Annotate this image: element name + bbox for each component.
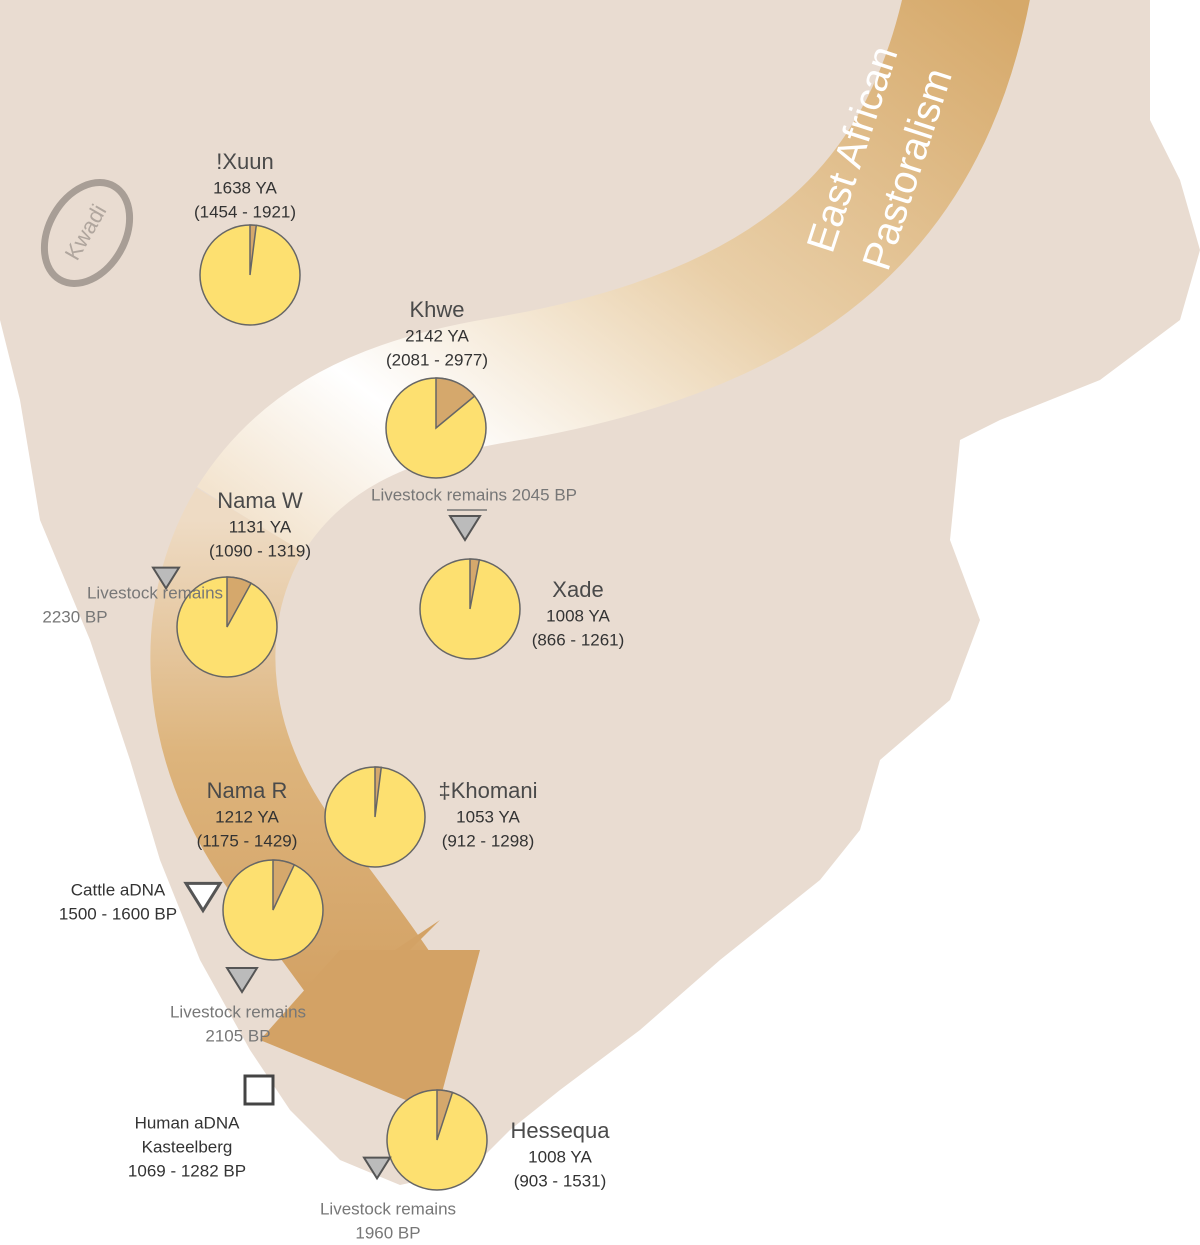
population-range: (912 - 1298) bbox=[442, 831, 535, 850]
marker-label: 1960 BP bbox=[355, 1223, 420, 1240]
population-name: Nama W bbox=[217, 488, 303, 513]
population-name: Hessequa bbox=[510, 1118, 610, 1143]
marker-label: 2230 BP bbox=[42, 607, 107, 626]
population-name: ‡Khomani bbox=[438, 778, 537, 803]
population-name: Khwe bbox=[409, 297, 464, 322]
pie-slice bbox=[272, 859, 296, 911]
population-range: (1454 - 1921) bbox=[194, 202, 296, 221]
marker-label: Livestock remains 2045 BP bbox=[371, 485, 577, 504]
population-date: 2142 YA bbox=[405, 326, 469, 345]
population-name: Nama R bbox=[207, 778, 288, 803]
pie-slice bbox=[374, 766, 383, 818]
population-range: (2081 - 2977) bbox=[386, 350, 488, 369]
population-date: 1053 YA bbox=[456, 807, 520, 826]
marker-label: 1500 - 1600 BP bbox=[59, 904, 177, 923]
population-date: 1131 YA bbox=[229, 517, 292, 536]
pie-slice bbox=[435, 377, 476, 430]
population-date: 1008 YA bbox=[528, 1147, 592, 1166]
population-date: 1638 YA bbox=[213, 178, 277, 197]
marker-triangle bbox=[448, 515, 482, 542]
population-range: (903 - 1531) bbox=[514, 1171, 607, 1190]
marker-triangle bbox=[225, 967, 259, 994]
marker-label: Kasteelberg bbox=[142, 1137, 233, 1156]
pie-slice bbox=[226, 576, 253, 628]
kwadi-ring bbox=[40, 179, 134, 287]
marker-label: Livestock remains bbox=[170, 1002, 306, 1021]
population-range: (1090 - 1319) bbox=[209, 541, 311, 560]
pie-slice bbox=[436, 1089, 454, 1141]
population-date: 1212 YA bbox=[215, 807, 279, 826]
marker-label: Human aDNA bbox=[135, 1113, 241, 1132]
marker-triangle bbox=[362, 1156, 392, 1181]
arrow-head bbox=[260, 950, 480, 1100]
marker-label: Livestock remains bbox=[87, 583, 223, 602]
population-date: 1008 YA bbox=[546, 606, 610, 625]
migration-arrow bbox=[197, 0, 1030, 555]
marker-label: Cattle aDNA bbox=[71, 880, 166, 899]
marker-label: 1069 - 1282 BP bbox=[128, 1161, 246, 1180]
marker-triangle bbox=[151, 566, 181, 591]
population-name: !Xuun bbox=[216, 149, 274, 174]
population-range: (866 - 1261) bbox=[532, 630, 625, 649]
marker-label: Livestock remains bbox=[320, 1199, 456, 1218]
marker-triangle bbox=[183, 881, 223, 914]
population-name: Xade bbox=[552, 577, 603, 602]
marker-square bbox=[243, 1074, 275, 1106]
pie-slice bbox=[469, 558, 481, 610]
pie-slice bbox=[249, 224, 258, 276]
marker-label: 2105 BP bbox=[205, 1026, 270, 1045]
population-range: (1175 - 1429) bbox=[197, 831, 298, 850]
